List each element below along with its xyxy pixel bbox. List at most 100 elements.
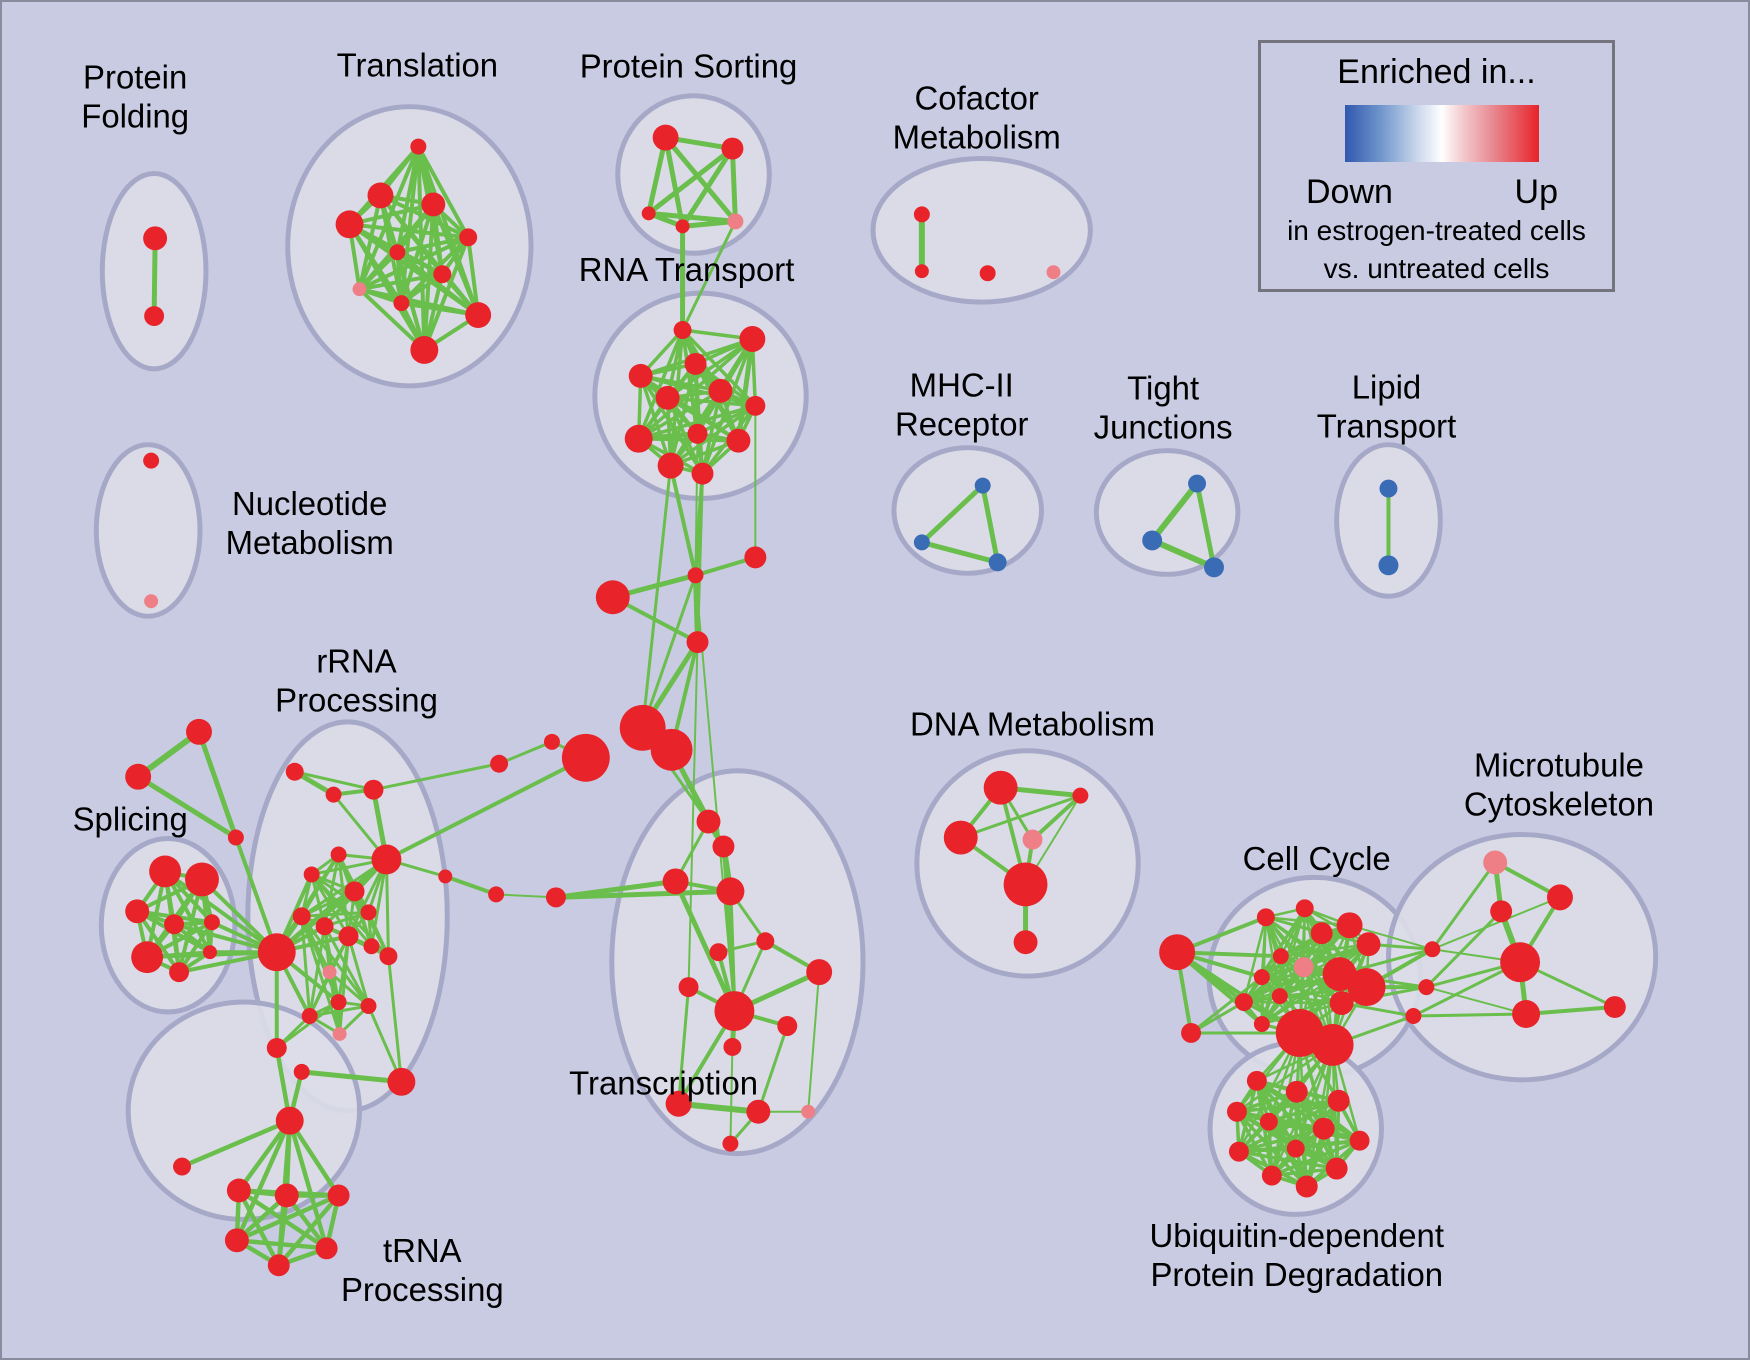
edge	[347, 222, 471, 240]
node-45	[744, 546, 767, 569]
cluster-label-tight-junctions: Tight	[1127, 370, 1199, 407]
node-28	[624, 424, 653, 453]
legend-title: Enriched in...	[1337, 53, 1536, 91]
node-36	[988, 553, 1007, 572]
node-43	[144, 594, 159, 609]
cluster-transcription	[609, 768, 866, 1157]
edge	[680, 146, 735, 229]
edge	[1270, 1138, 1362, 1178]
node-98	[662, 868, 689, 895]
node-122	[1310, 922, 1333, 945]
edge	[1175, 950, 1302, 1035]
edge	[308, 1004, 370, 1018]
cluster-label-rrna-processing: rRNA	[316, 643, 396, 680]
cluster-label-ubiquitin-degradation: Ubiquitin-dependent	[1150, 1217, 1444, 1254]
node-15	[641, 206, 656, 221]
cluster-label-cofactor-metabolism: Cofactor	[915, 79, 1039, 116]
node-141	[1490, 900, 1513, 923]
node-12	[410, 336, 439, 364]
node-50	[561, 733, 610, 782]
node-91	[274, 1183, 299, 1208]
edge	[663, 135, 738, 224]
node-76	[360, 904, 377, 921]
cluster-label-lipid-transport: Lipid	[1352, 369, 1422, 406]
edge	[276, 1193, 341, 1268]
node-30	[726, 428, 751, 453]
node-92	[327, 1184, 350, 1207]
cluster-label-lipid-transport: Transport	[1317, 407, 1457, 444]
node-38	[1142, 530, 1163, 551]
node-3	[367, 182, 394, 209]
node-126	[1272, 948, 1289, 965]
edge	[234, 1193, 341, 1243]
edge	[308, 970, 332, 1018]
node-1	[144, 306, 165, 327]
node-40	[1379, 479, 1398, 498]
node-138	[1405, 1008, 1422, 1024]
node-78	[379, 947, 398, 966]
edge	[646, 146, 735, 216]
node-70	[344, 881, 365, 902]
edge	[395, 235, 471, 255]
edge	[729, 1045, 734, 1145]
cluster-label-cell-cycle: Cell Cycle	[1243, 840, 1391, 877]
edge	[646, 210, 738, 224]
edge	[919, 539, 1001, 565]
node-108	[665, 1090, 692, 1117]
node-33	[745, 395, 766, 416]
node-20	[979, 265, 996, 282]
node-55	[227, 829, 244, 846]
node-26	[708, 378, 733, 403]
node-24	[684, 352, 707, 375]
node-106	[777, 1016, 798, 1036]
edge	[347, 934, 370, 1008]
legend-down-label: Down	[1306, 173, 1393, 211]
node-6	[459, 228, 478, 247]
node-87	[488, 886, 505, 903]
edge	[675, 1100, 762, 1115]
node-121	[1295, 899, 1314, 918]
edge	[729, 146, 738, 224]
edge	[735, 336, 755, 444]
node-69	[371, 844, 402, 875]
edge	[1524, 1005, 1617, 1017]
node-133	[1253, 1016, 1270, 1032]
edge	[680, 218, 738, 229]
edge	[234, 1118, 292, 1243]
node-97	[712, 835, 735, 858]
node-52	[490, 754, 509, 773]
node-95	[315, 1237, 338, 1260]
edge	[694, 432, 699, 577]
node-18	[913, 206, 930, 223]
edge	[300, 910, 370, 918]
edge	[328, 970, 370, 1008]
cluster-label-microtubule-cytoskeleton: Cytoskeleton	[1464, 785, 1654, 822]
node-152	[1286, 1139, 1305, 1158]
edge	[553, 888, 733, 900]
node-11	[465, 302, 492, 329]
edge	[233, 835, 279, 955]
node-14	[721, 137, 744, 160]
node-42	[143, 452, 160, 469]
cluster-label-microtubule-cytoskeleton: Microtubule	[1474, 746, 1644, 783]
legend-caption-line1: in estrogen-treated cells	[1287, 215, 1586, 246]
node-150	[1312, 1117, 1335, 1140]
node-104	[678, 977, 699, 998]
node-22	[673, 321, 692, 340]
node-137	[1418, 979, 1435, 996]
edge	[641, 464, 673, 730]
node-116	[1003, 862, 1048, 907]
cluster-label-nucleotide-metabolism: Metabolism	[226, 524, 394, 561]
node-19	[914, 264, 929, 279]
edge	[1237, 1043, 1334, 1153]
edge	[497, 740, 554, 766]
edge	[980, 483, 1001, 565]
node-107	[723, 1037, 742, 1056]
edge	[1424, 909, 1503, 989]
edge	[384, 755, 588, 862]
node-84	[293, 1063, 310, 1080]
node-112	[983, 770, 1018, 805]
node-75	[322, 965, 337, 980]
node-58	[125, 899, 150, 924]
